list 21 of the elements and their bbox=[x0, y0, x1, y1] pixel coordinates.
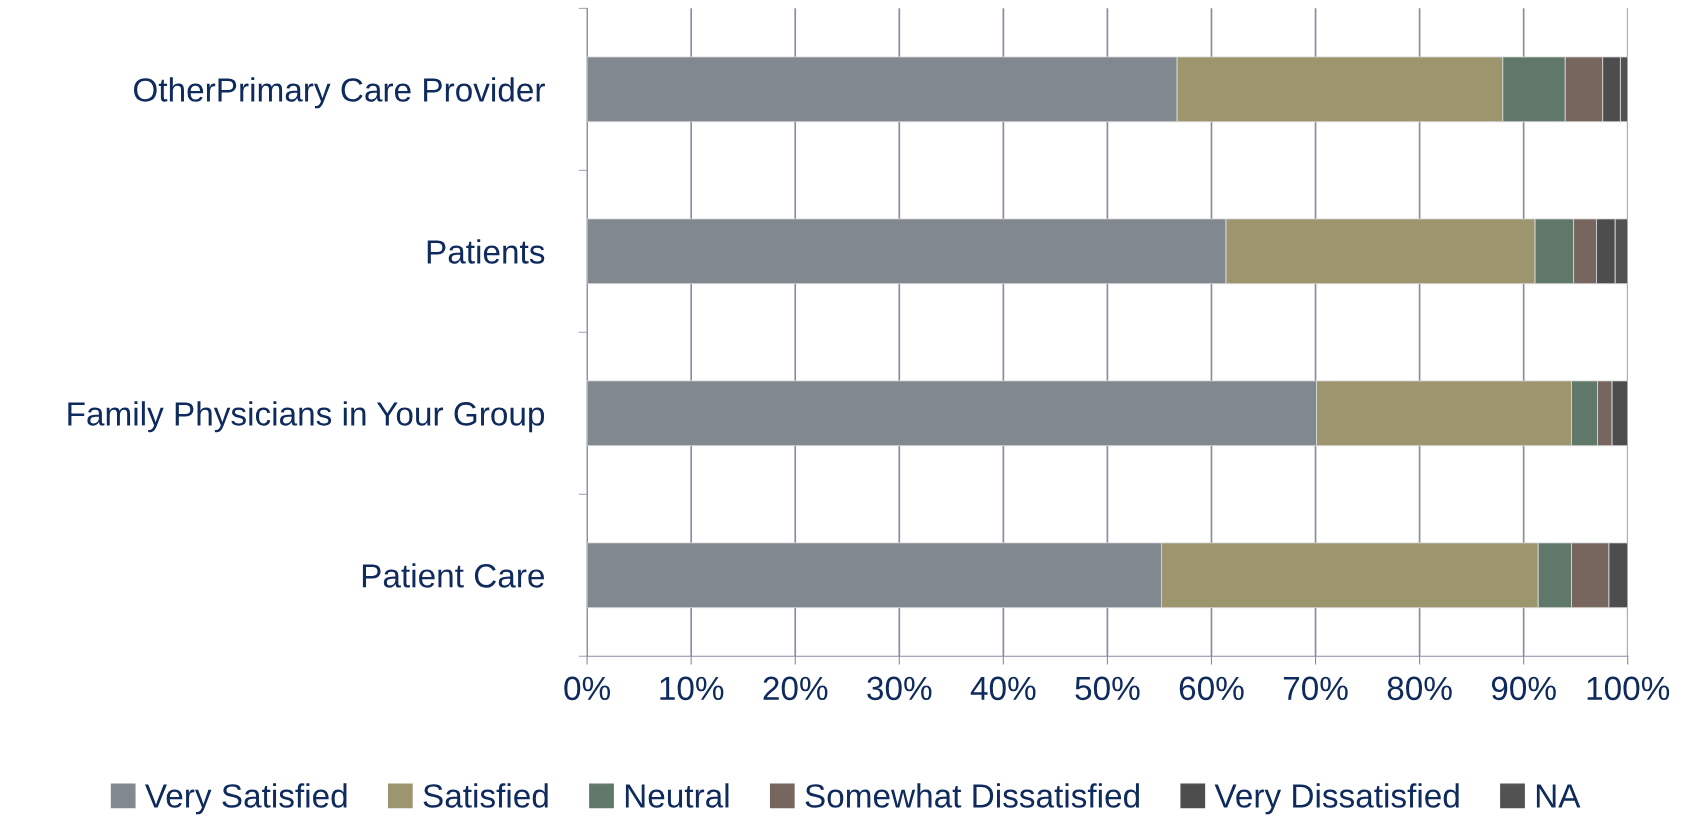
x-tick-label: 30% bbox=[867, 676, 932, 701]
y-tick-label: OtherPrimary Care Provider bbox=[133, 77, 545, 109]
x-tick-label: 0% bbox=[564, 676, 611, 701]
x-tick-label: 40% bbox=[970, 676, 1036, 701]
x-tick-label: 100% bbox=[1587, 676, 1670, 701]
x-tick-label: 90% bbox=[1491, 676, 1556, 701]
legend-label: Very Dissatisfied bbox=[1214, 783, 1459, 815]
legend-label: Very Satisfied bbox=[145, 783, 347, 815]
legend-label: Satisfied bbox=[423, 783, 548, 808]
legend-label: Somewhat Dissatisfied bbox=[805, 783, 1139, 808]
x-tick-label: 70% bbox=[1283, 676, 1348, 701]
legend-label: NA bbox=[1536, 784, 1581, 808]
x-tick-label: 10% bbox=[660, 676, 724, 701]
legend-label: Neutral bbox=[625, 783, 729, 808]
x-tick-label: 50% bbox=[1075, 676, 1140, 701]
x-tick-label: 80% bbox=[1387, 676, 1452, 701]
x-tick-label: 60% bbox=[1179, 676, 1244, 701]
x-tick-label: 20% bbox=[763, 676, 828, 701]
y-tick-label: Patients bbox=[427, 239, 545, 264]
y-tick-label: Family Physicians in Your Group bbox=[68, 401, 545, 433]
y-tick-label: Patient Care bbox=[362, 563, 544, 588]
